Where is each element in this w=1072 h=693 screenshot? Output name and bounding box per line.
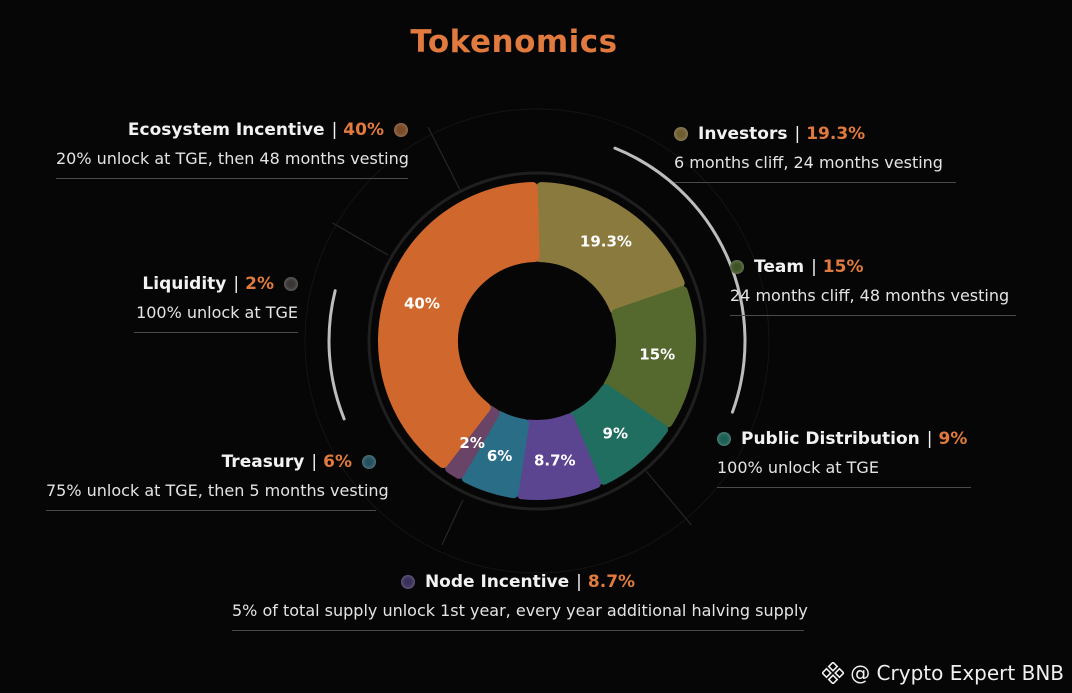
- slice-team: [603, 286, 696, 428]
- decor-tick: [332, 222, 389, 256]
- legend-percent: 9%: [938, 429, 968, 449]
- legend-item-treasury: Treasury | 6% 75% unlock at TGE, then 5 mo…: [46, 452, 389, 511]
- legend-percent: 40%: [343, 120, 384, 140]
- slice-treasury: [461, 410, 530, 499]
- legend-description: 100% unlock at TGE: [717, 458, 971, 488]
- chart-decoration: [304, 108, 770, 574]
- slice-label-ecosystem-incentive: 40%: [404, 295, 440, 313]
- legend-item-investors: Investors | 19.3% 6 months cliff, 24 month…: [674, 124, 956, 183]
- highlight-arc-right: [613, 146, 747, 414]
- legend-percent: 19.3%: [806, 124, 866, 144]
- orange-dot-icon: [394, 123, 408, 137]
- decor-tick: [645, 470, 692, 526]
- legend-name: Team: [754, 257, 805, 277]
- slice-investors: [534, 182, 685, 315]
- donut-slices: [378, 182, 696, 500]
- purple-dot-icon: [400, 575, 415, 589]
- legend-name: Public Distribution: [741, 429, 920, 449]
- legend-name: Ecosystem Incentive: [127, 120, 325, 140]
- donut-slice-labels: 19.3% 15% 9% 8.7% 6%2% 40%: [404, 233, 675, 470]
- legend-name: Treasury: [221, 452, 305, 472]
- slice-label-public-distribution: 9%: [603, 424, 628, 442]
- legend-description: 24 months cliff, 48 months vesting: [730, 286, 1016, 316]
- legend-description: 20% unlock at TGE, then 48 months vestin…: [56, 149, 409, 179]
- legend-description: 100% unlock at TGE: [134, 303, 298, 333]
- slice-node-incentive: [516, 413, 601, 500]
- legend-item-liquidity: Liquidity | 2% 100% unlock at TGE: [134, 274, 298, 333]
- green-dot-icon: [730, 260, 744, 274]
- legend-percent: 6%: [323, 452, 352, 472]
- legend-percent: 8.7%: [587, 572, 636, 592]
- slice-public-distribution: [568, 384, 669, 485]
- slice-label-liquidity: 2%: [459, 434, 484, 452]
- slice-ecosystem-incentive: [378, 182, 540, 469]
- highlight-arc-left: [327, 289, 346, 421]
- page-title: Tokenomics: [410, 24, 618, 60]
- legend-item-team: Team | 15% 24 months cliff, 48 months vest…: [730, 257, 1016, 316]
- gray-dot-icon: [284, 277, 298, 291]
- legend-description: 6 months cliff, 24 months vesting: [674, 153, 956, 183]
- legend-item-node-incentive: Node Incentive | 8.7% 5% of total supply u…: [232, 572, 808, 631]
- watermark: @ Crypto Expert BNB: [822, 661, 1064, 685]
- outer-ring: [304, 108, 770, 574]
- decor-tick: [441, 499, 464, 546]
- legend-description: 5% of total supply unlock 1st year, ever…: [232, 601, 808, 631]
- legend-name: Liquidity: [142, 274, 227, 294]
- legend-item-ecosystem-incentive: Ecosystem Incentive | 40% 20% unlock at TG…: [56, 120, 409, 179]
- decor-tick: [427, 126, 461, 190]
- teal-dot-icon: [717, 432, 731, 446]
- legend-percent: 15%: [822, 257, 864, 277]
- blue-dot-icon: [362, 455, 376, 469]
- binance-logo-icon: [822, 662, 845, 684]
- inner-ring: [367, 171, 707, 511]
- legend-percent: 2%: [245, 274, 274, 294]
- gold-dot-icon: [674, 127, 688, 141]
- legend-item-public-distribution: Public Distribution | 9% 100% unlock at TG…: [717, 429, 971, 488]
- slice-label-investors: 19.3%: [580, 233, 632, 251]
- legend-name: Node Incentive: [424, 572, 570, 592]
- slice-label-node-incentive: 8.7%: [534, 452, 576, 470]
- legend-description: 75% unlock at TGE, then 5 months vesting: [46, 481, 389, 511]
- slice-label-team: 15%: [639, 346, 675, 364]
- slice-label-treasury: 6%: [487, 447, 512, 465]
- watermark-text: @ Crypto Expert BNB: [850, 661, 1064, 685]
- legend-name: Investors: [698, 124, 788, 144]
